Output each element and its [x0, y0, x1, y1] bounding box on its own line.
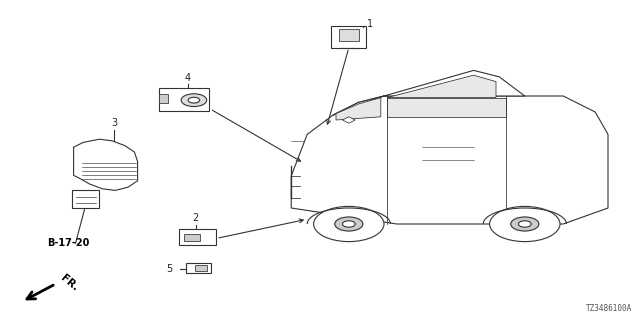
Bar: [184, 234, 200, 241]
Polygon shape: [387, 75, 496, 98]
Bar: [339, 29, 359, 41]
Bar: [179, 229, 216, 245]
Polygon shape: [291, 96, 608, 224]
Bar: [332, 26, 367, 48]
Polygon shape: [342, 117, 355, 123]
Text: 5: 5: [166, 264, 173, 274]
Polygon shape: [336, 98, 381, 120]
Polygon shape: [387, 98, 506, 117]
Polygon shape: [74, 139, 138, 190]
Text: TZ3486100A: TZ3486100A: [586, 304, 632, 313]
Polygon shape: [72, 190, 99, 208]
Circle shape: [335, 217, 363, 231]
Text: FR.: FR.: [59, 273, 80, 292]
Polygon shape: [333, 70, 525, 115]
Circle shape: [342, 221, 355, 227]
Circle shape: [181, 94, 207, 107]
Text: 1: 1: [367, 19, 373, 29]
Text: 3: 3: [111, 118, 117, 128]
Bar: [186, 263, 211, 273]
Text: 4: 4: [184, 73, 191, 83]
Circle shape: [188, 97, 200, 103]
Bar: [159, 94, 168, 103]
Circle shape: [511, 217, 539, 231]
Bar: [159, 88, 209, 111]
Circle shape: [518, 221, 531, 227]
Circle shape: [314, 206, 384, 242]
Bar: [195, 265, 207, 271]
Text: 2: 2: [193, 213, 199, 223]
Text: B-17-20: B-17-20: [47, 238, 89, 248]
Circle shape: [490, 206, 560, 242]
